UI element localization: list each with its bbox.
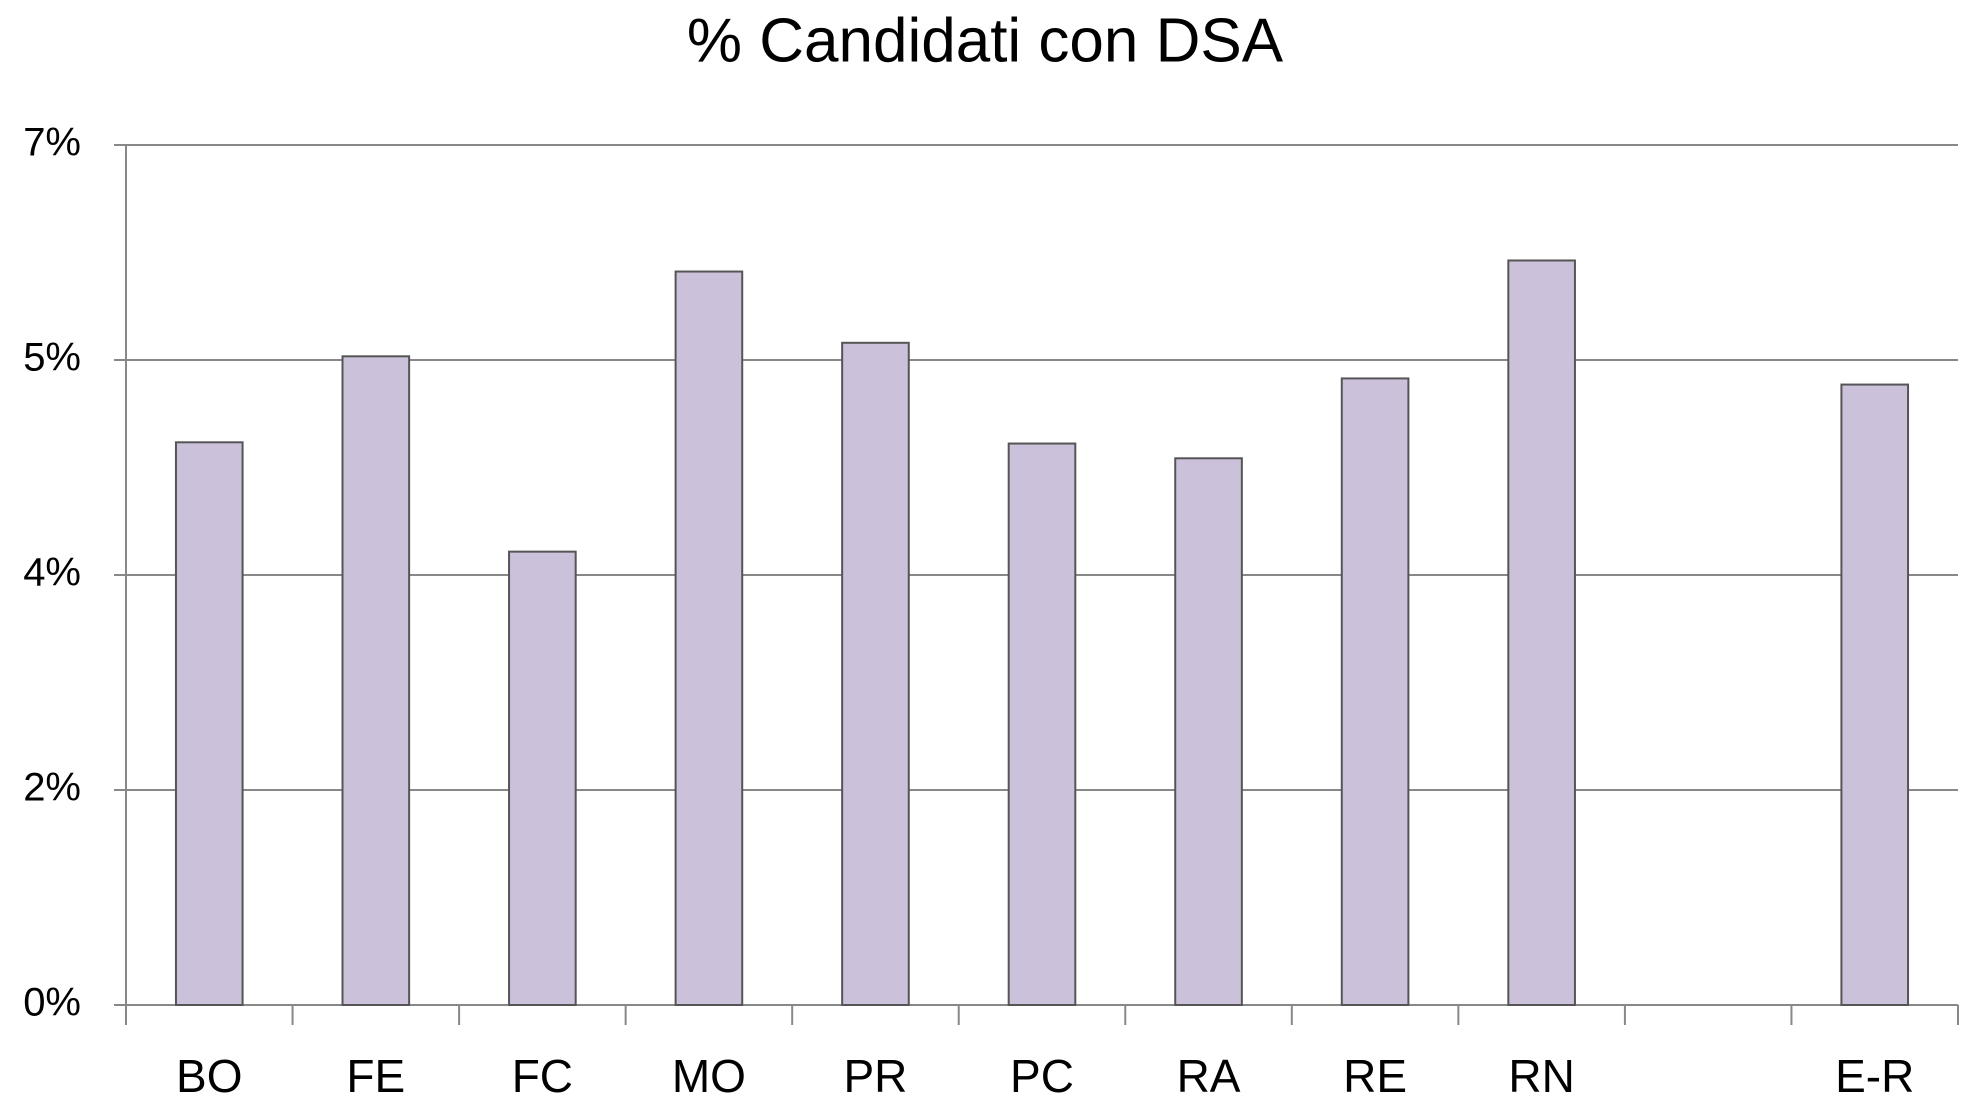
x-tick-label: FC — [512, 1050, 573, 1102]
bar — [1507, 259, 1576, 1006]
chart-title: % Candidati con DSA — [687, 6, 1284, 75]
bar — [841, 341, 910, 1006]
y-tick-label: 0% — [23, 981, 81, 1025]
x-tick-label: RN — [1508, 1050, 1574, 1102]
bar — [341, 355, 411, 1007]
bar — [1340, 377, 1410, 1006]
bar — [1007, 442, 1077, 1006]
x-tick-label: PR — [844, 1050, 908, 1102]
y-tick-label: 7% — [23, 121, 81, 165]
y-tick-label: 4% — [23, 551, 81, 595]
x-tick-label: BO — [176, 1050, 242, 1102]
x-tick-label: E-R — [1835, 1050, 1914, 1102]
y-tick-label: 2% — [23, 766, 81, 810]
x-tick-label: RA — [1177, 1050, 1241, 1102]
x-tick-label: MO — [672, 1050, 746, 1102]
bar — [1174, 457, 1243, 1006]
bar — [174, 441, 244, 1007]
bar — [1840, 383, 1910, 1007]
bar — [508, 550, 577, 1007]
x-tick-label: RE — [1343, 1050, 1407, 1102]
bar — [674, 270, 744, 1006]
x-tick-label: PC — [1010, 1050, 1074, 1102]
y-tick-label: 5% — [23, 336, 81, 380]
x-tick-label: FE — [346, 1050, 405, 1102]
